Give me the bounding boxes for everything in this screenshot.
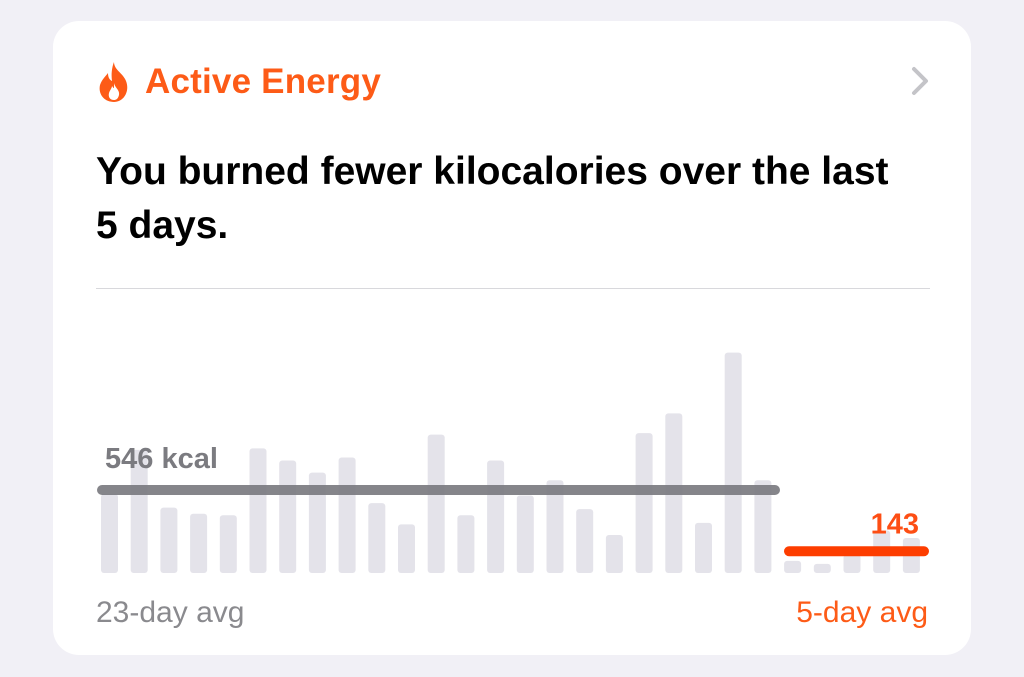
bar — [457, 515, 475, 573]
bar — [576, 509, 594, 573]
bar — [190, 513, 208, 573]
insight-headline: You burned fewer kilocalories over the l… — [96, 150, 889, 247]
bar — [219, 515, 237, 573]
bar — [546, 480, 564, 573]
bar — [338, 457, 356, 573]
energy-bar-chart: 546 kcal 143 — [97, 352, 929, 573]
recent-average-caption: 5-day avg — [796, 596, 928, 629]
bar — [308, 472, 326, 573]
bar — [635, 433, 653, 573]
bar — [754, 480, 772, 573]
bars-group — [101, 352, 920, 573]
bar — [843, 554, 861, 573]
long-average-caption: 23-day avg — [96, 596, 245, 629]
bar — [605, 535, 623, 573]
bar — [101, 493, 118, 573]
bar — [130, 449, 148, 573]
divider — [96, 288, 930, 289]
card-header: Active Energy — [97, 59, 381, 105]
bar — [279, 460, 297, 573]
chevron-right-icon[interactable] — [911, 66, 929, 96]
bar — [724, 352, 742, 573]
bar — [427, 434, 445, 573]
bar — [784, 560, 802, 573]
long-average-value: 546 kcal — [105, 443, 218, 475]
bar — [695, 522, 712, 573]
bar — [813, 563, 831, 573]
recent-average-value: 143 — [871, 508, 919, 540]
bar — [368, 503, 386, 573]
bar — [160, 507, 178, 573]
active-energy-card[interactable]: Active Energy You burned fewer kilocalor… — [53, 21, 971, 655]
card-title: Active Energy — [145, 62, 382, 101]
bar — [487, 460, 505, 573]
bar — [398, 524, 415, 573]
bar — [516, 495, 534, 573]
bar — [249, 448, 267, 573]
flame-icon — [99, 62, 128, 102]
